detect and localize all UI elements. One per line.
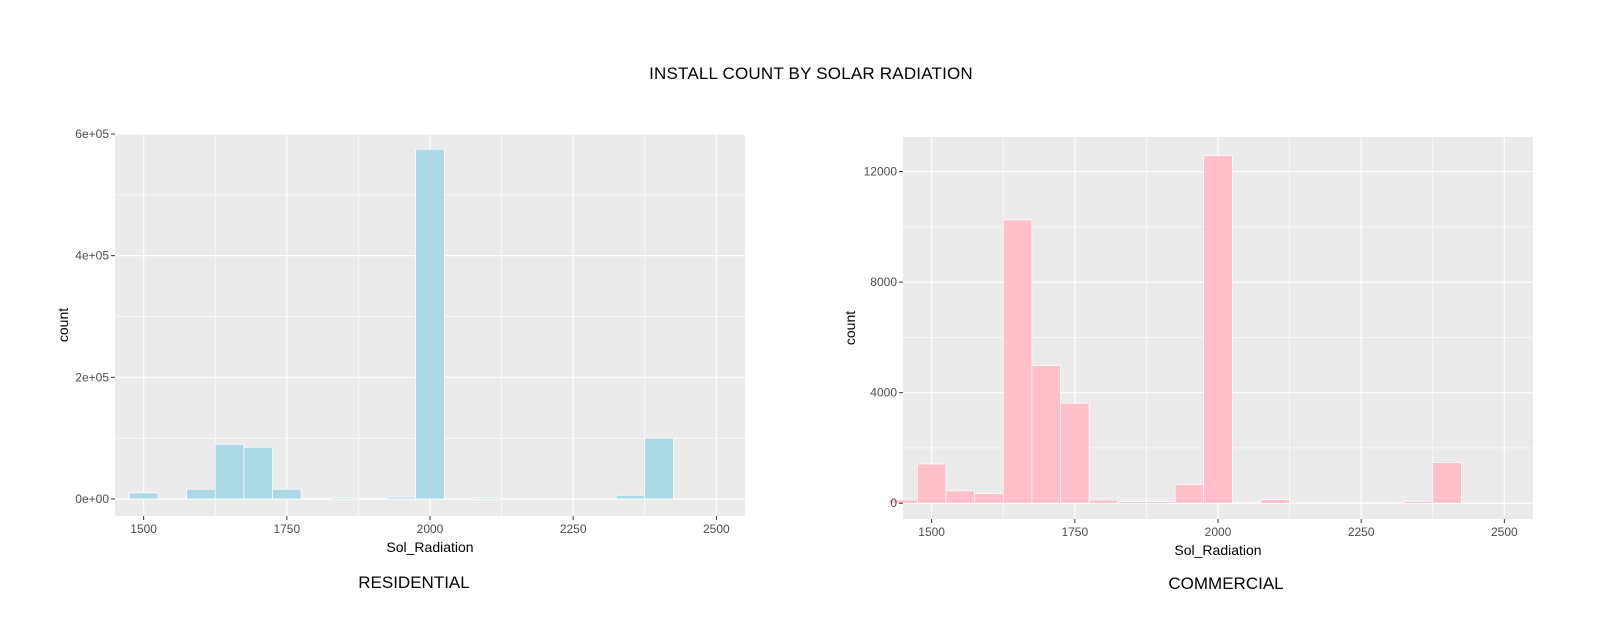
commercial-y-tick-label: 0 xyxy=(890,496,897,510)
residential-x-tick-label: 1500 xyxy=(130,522,157,536)
commercial-x-tick-label: 1500 xyxy=(918,525,945,539)
commercial-bar xyxy=(1375,502,1405,504)
commercial-y-tick-label: 12000 xyxy=(864,165,898,179)
residential-bar xyxy=(243,446,273,500)
commercial-bar xyxy=(974,493,1004,504)
residential-panel-title: RESIDENTIAL xyxy=(358,573,470,592)
residential-bar xyxy=(358,498,388,500)
commercial-bar xyxy=(1432,462,1462,504)
residential-y-axis-title: count xyxy=(55,308,71,342)
commercial-x-tick-label: 2500 xyxy=(1491,525,1518,539)
commercial-y-tick-label: 8000 xyxy=(870,275,897,289)
residential-x-tick-label: 2250 xyxy=(560,522,587,536)
residential-bar xyxy=(329,497,359,500)
commercial-bar xyxy=(1203,155,1233,504)
commercial-bar xyxy=(1060,402,1090,504)
residential-bar xyxy=(615,494,646,500)
commercial-bar xyxy=(1174,484,1205,504)
commercial-x-tick-label: 2250 xyxy=(1348,525,1375,539)
residential-bar xyxy=(644,437,674,500)
commercial-x-tick-label: 2000 xyxy=(1205,525,1232,539)
commercial-bar xyxy=(916,463,947,504)
commercial-bar xyxy=(1117,501,1147,504)
commercial-x-tick-label: 1750 xyxy=(1061,525,1088,539)
commercial-y-tick-label: 4000 xyxy=(870,386,897,400)
residential-bar xyxy=(214,443,245,500)
figure-title: INSTALL COUNT BY SOLAR RADIATION xyxy=(649,64,973,83)
residential-x-axis-title: Sol_Radiation xyxy=(386,539,473,555)
commercial-x-axis-title: Sol_Radiation xyxy=(1174,542,1261,558)
residential-y-tick-label: 4e+05 xyxy=(75,249,109,263)
commercial-bar xyxy=(945,490,975,504)
residential-bar xyxy=(272,488,302,500)
residential-bar xyxy=(186,488,216,500)
residential-bar xyxy=(386,496,417,500)
residential-y-tick-label: 2e+05 xyxy=(75,370,109,384)
residential-x-tick-label: 1750 xyxy=(273,522,300,536)
residential-bar xyxy=(300,498,331,500)
residential-bar xyxy=(472,497,502,500)
residential-chart: 1500 1750 2000 2250 2500 0e+00 2e+05 4e+05 6e+05… xyxy=(55,127,745,555)
commercial-bar xyxy=(1002,219,1033,504)
commercial-bar xyxy=(1146,501,1176,504)
commercial-bar xyxy=(1031,365,1061,504)
commercial-bar xyxy=(1088,499,1119,504)
commercial-bar xyxy=(1317,502,1348,504)
commercial-bar xyxy=(1289,502,1319,504)
residential-y-tick-label: 6e+05 xyxy=(75,127,109,141)
residential-x-tick-label: 2000 xyxy=(417,522,444,536)
commercial-bar xyxy=(1260,499,1290,504)
residential-bar xyxy=(128,492,159,500)
commercial-bar xyxy=(1231,502,1262,504)
residential-x-tick-label: 2500 xyxy=(703,522,730,536)
commercial-panel-title: COMMERCIAL xyxy=(1168,574,1284,593)
commercial-bar xyxy=(1403,500,1434,504)
commercial-chart: 1500 1750 2000 2250 2500 0 4000 8000 12000 Sol_Ra… xyxy=(842,137,1533,558)
commercial-y-axis-title: count xyxy=(842,311,858,345)
residential-bar xyxy=(415,148,445,500)
commercial-bar xyxy=(1346,502,1376,504)
residential-y-tick-label: 0e+00 xyxy=(75,492,109,506)
